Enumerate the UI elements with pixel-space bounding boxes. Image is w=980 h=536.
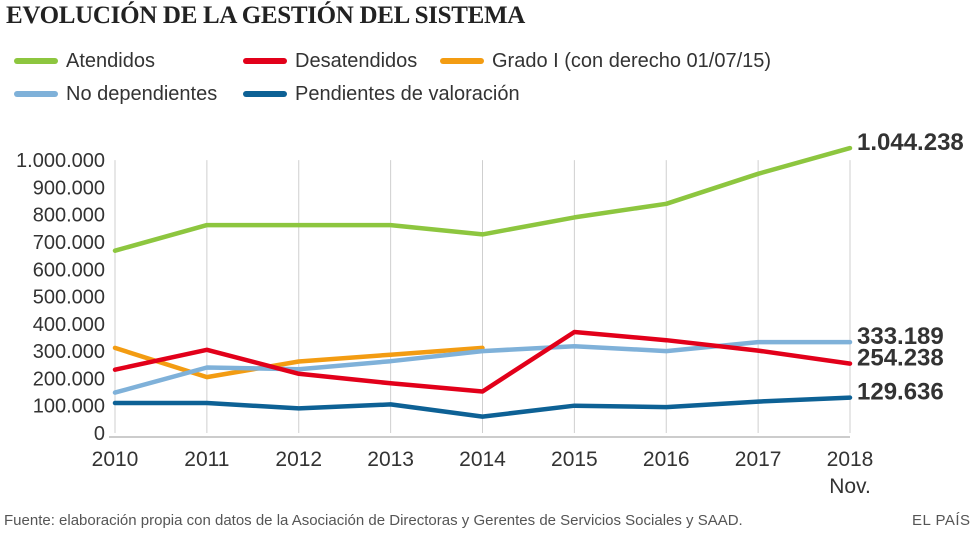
x-tick-label-2018: 2018 <box>827 448 874 471</box>
legend-label-desatendidos: Desatendidos <box>295 49 418 72</box>
end-label-no: 333.189 <box>857 323 944 350</box>
x-tick-label-2015: 2015 <box>551 448 598 471</box>
legend-label-pendientes: Pendientes de valoración <box>295 82 520 105</box>
legend-item-atendidos: Atendidos <box>14 49 155 73</box>
chart-title: EVOLUCIÓN DE LA GESTIÓN DEL SISTEMA <box>6 2 526 29</box>
x-tick-label-2010: 2010 <box>92 448 139 471</box>
x-tick-label-2016: 2016 <box>643 448 690 471</box>
x-tick-sublabel: Nov. <box>829 475 871 498</box>
x-tick-label-2014: 2014 <box>459 448 506 471</box>
legend-item-no-dependientes: No dependientes <box>14 82 217 106</box>
y-tick-label: 500.000 <box>33 287 105 309</box>
end-label-pendientes: 129.636 <box>857 379 944 406</box>
x-tick-label-2011: 2011 <box>184 448 229 471</box>
y-tick-label: 700.000 <box>33 232 105 254</box>
y-tick-label: 200.000 <box>33 368 105 390</box>
end-label-desatendidos: 254.238 <box>857 345 944 372</box>
y-tick-label: 100.000 <box>33 396 105 418</box>
y-tick-label: 800.000 <box>33 205 105 227</box>
legend-label-grado-i: Grado I (con derecho 01/07/15) <box>492 49 772 72</box>
y-tick-label: 1.000.000 <box>16 150 105 172</box>
y-tick-label: 600.000 <box>33 259 105 281</box>
end-label-atendidos: 1.044.238 <box>857 129 964 156</box>
y-tick-label: 400.000 <box>33 314 105 336</box>
legend: Atendidos Desatendidos Grado I (con dere… <box>0 0 980 110</box>
legend-label-atendidos: Atendidos <box>66 49 155 72</box>
series-line-desatendidos <box>112 329 853 394</box>
series-line-pendientes <box>112 395 853 419</box>
legend-swatch-atendidos <box>14 58 58 64</box>
legend-swatch-grado-i <box>440 58 484 64</box>
legend-swatch-pendientes <box>243 91 287 97</box>
brand-logo: EL PAÍS <box>912 512 971 529</box>
x-tick-label-2017: 2017 <box>735 448 782 471</box>
legend-label-no-dependientes: No dependientes <box>66 82 218 105</box>
series-line-grado <box>112 345 485 380</box>
legend-swatch-desatendidos <box>243 58 287 64</box>
legend-item-grado-i: Grado I (con derecho 01/07/15) <box>440 49 771 73</box>
legend-item-pendientes: Pendientes de valoración <box>243 82 520 106</box>
y-tick-label: 900.000 <box>33 177 105 199</box>
y-tick-label: 0 <box>94 423 105 445</box>
series-line-atendidos <box>112 145 853 253</box>
x-tick-label-2013: 2013 <box>367 448 414 471</box>
x-tick-label-2012: 2012 <box>275 448 322 471</box>
source-note: Fuente: elaboración propia con datos de … <box>4 512 743 529</box>
legend-swatch-no-dependientes <box>14 91 58 97</box>
legend-item-desatendidos: Desatendidos <box>243 49 417 73</box>
y-tick-label: 300.000 <box>33 341 105 363</box>
